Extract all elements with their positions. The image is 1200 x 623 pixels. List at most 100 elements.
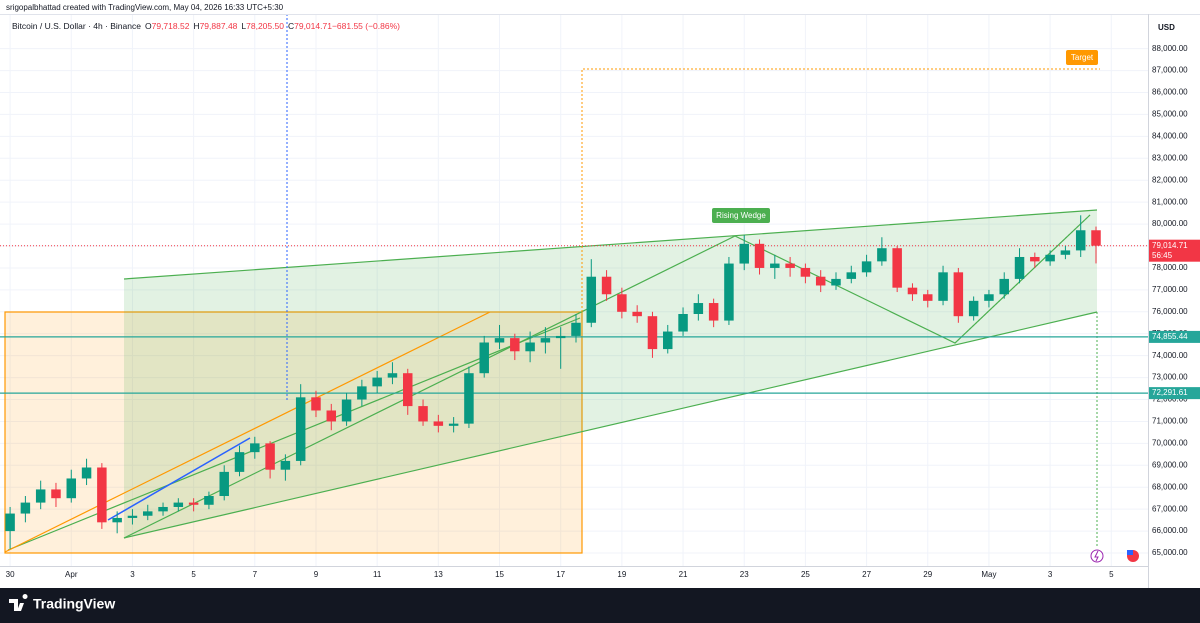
- wedge-top: [123, 209, 1098, 280]
- candle-body: [953, 272, 964, 317]
- candle-body: [632, 311, 642, 317]
- y-tick-label: 87,000.00: [1152, 66, 1188, 75]
- event-icon: [1090, 549, 1104, 563]
- candle-body: [601, 276, 612, 295]
- y-tick-label: 72,000.00: [1152, 395, 1188, 404]
- candle-body: [219, 471, 229, 497]
- candle-body: [1030, 256, 1040, 262]
- x-tick-label: 13: [434, 570, 443, 579]
- candle-body: [295, 397, 306, 461]
- y-tick-label: 84,000.00: [1152, 131, 1188, 140]
- x-tick-label: 27: [862, 570, 871, 579]
- y-tick-label: 76,000.00: [1152, 307, 1188, 316]
- currency: USD: [1158, 23, 1175, 32]
- candle-body: [188, 502, 199, 505]
- candle-body: [525, 342, 535, 352]
- wedge-dotted: [954, 214, 1091, 344]
- y-tick-label: 88,000.00: [1152, 44, 1188, 53]
- candle-body: [127, 515, 138, 518]
- candle-body: [1014, 256, 1025, 279]
- candle-body: [1060, 250, 1071, 255]
- candle-body: [800, 267, 811, 277]
- legend-key: L: [241, 21, 246, 31]
- candle-body: [586, 276, 597, 323]
- candle-body: [448, 423, 459, 426]
- candle-body: [66, 478, 77, 499]
- axes: 65,000.00 66,000.00 67,000.00 68,000.00 69,0…: [6, 44, 1200, 579]
- candle-body: [1091, 230, 1101, 246]
- candle-body: [555, 335, 566, 339]
- y-tick-label: 86,000.00: [1152, 88, 1188, 97]
- candle-body: [112, 517, 122, 523]
- x-tick-label: Apr: [65, 570, 78, 579]
- legend-value: 78,205.50: [246, 21, 284, 31]
- target-label: Target: [1071, 53, 1094, 62]
- y-tick-label: 71,000.00: [1152, 417, 1188, 426]
- y-tick-label: 65,000.00: [1152, 548, 1188, 557]
- candle-body: [907, 287, 918, 295]
- candle-body: [739, 243, 749, 264]
- x-tick-label: 19: [617, 570, 626, 579]
- legend-value: 79,887.48: [200, 21, 238, 31]
- level-label: 72,291.61: [1152, 388, 1188, 397]
- candle-body: [923, 294, 933, 301]
- candle-body: [250, 443, 260, 453]
- pattern-label: Rising Wedge: [716, 211, 766, 220]
- x-tick-label: May: [981, 570, 996, 579]
- footer: [0, 588, 1200, 623]
- brand: TradingView: [33, 596, 115, 612]
- candle-body: [892, 248, 902, 288]
- pattern-box: [712, 208, 770, 223]
- candle-body: [678, 313, 688, 332]
- candle-body: [647, 316, 658, 350]
- candle-body: [403, 373, 413, 407]
- y-tick-label: 66,000.00: [1152, 526, 1188, 535]
- candle-body: [51, 489, 61, 499]
- candle-body: [81, 467, 92, 479]
- candle-body: [831, 278, 841, 286]
- y-tick-label: 67,000.00: [1152, 504, 1188, 513]
- x-tick-label: 30: [6, 570, 15, 579]
- candle-body: [708, 303, 719, 321]
- event-bolt: [1094, 550, 1099, 562]
- candle-body: [387, 373, 398, 378]
- x-tick-label: 3: [1048, 570, 1053, 579]
- candle-body: [418, 406, 428, 422]
- candle-body: [754, 243, 765, 268]
- x-tick-label: 3: [130, 570, 135, 579]
- x-tick-label: 23: [740, 570, 749, 579]
- y-tick-label: 73,000.00: [1152, 373, 1188, 382]
- legend-key: H: [193, 21, 199, 31]
- candle-body: [617, 294, 627, 312]
- candle-body: [265, 443, 275, 470]
- x-tick-label: 9: [314, 570, 319, 579]
- candle-body: [35, 489, 46, 503]
- candle-body: [494, 338, 505, 343]
- x-tick-label: 21: [679, 570, 688, 579]
- candle-body: [968, 300, 979, 317]
- candle-body: [173, 502, 184, 507]
- wedge-fill: [124, 210, 1097, 538]
- x-tick-label: 5: [191, 570, 196, 579]
- candle-body: [724, 263, 734, 321]
- candle-body: [815, 276, 826, 286]
- candle-body: [357, 386, 367, 400]
- candle-body: [204, 496, 214, 505]
- candle-body: [571, 322, 581, 336]
- candle-body: [479, 342, 489, 374]
- legend-key: C: [288, 21, 294, 31]
- y-tick-label: 83,000.00: [1152, 153, 1188, 162]
- y-tick-label: 78,000.00: [1152, 263, 1188, 272]
- candle-body: [510, 338, 520, 352]
- level-tag: [1149, 330, 1200, 343]
- candle-body: [846, 272, 857, 279]
- candle-body: [20, 502, 31, 514]
- candle-body: [311, 397, 321, 411]
- candle-body: [341, 399, 352, 422]
- candle-body: [464, 373, 474, 424]
- candle-body: [693, 303, 704, 314]
- candle-body: [234, 452, 245, 472]
- legend: Bitcoin / U.S. Dollar · 4h · Binance O79,…: [12, 21, 400, 31]
- legend-value: 79,718.52: [152, 21, 190, 31]
